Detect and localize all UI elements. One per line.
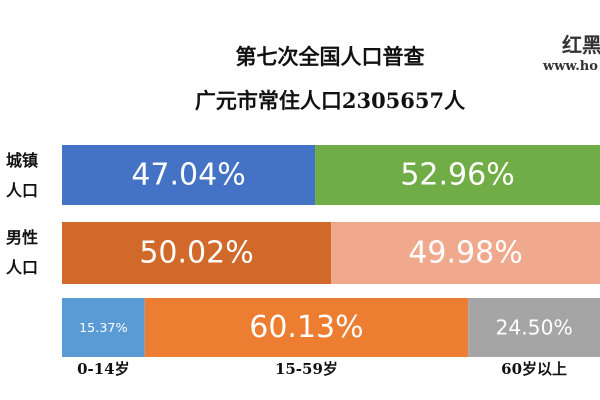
bar-segment <box>315 145 600 205</box>
segment-label: 60岁以上 <box>501 360 567 378</box>
row-label: 城镇人口 <box>6 151 39 200</box>
segment-label: 0-14岁 <box>77 360 130 378</box>
watermark: 红黑 <box>562 33 600 57</box>
row-label: 男性人口 <box>6 228 39 277</box>
value-label: 60.13% <box>249 310 363 345</box>
bar-segment <box>62 145 316 205</box>
value-label: 15.37% <box>79 320 128 335</box>
value-label: 47.04% <box>131 158 245 193</box>
bar-segment <box>468 298 600 357</box>
value-label: 52.96% <box>400 158 514 193</box>
bar-segment <box>62 298 145 357</box>
bar-segment <box>331 222 600 284</box>
value-label: 49.98% <box>408 236 522 271</box>
bar-segment <box>62 222 332 284</box>
segment-label: 15-59岁 <box>275 360 338 378</box>
chart-title: 第七次全国人口普查 <box>236 44 425 69</box>
bar-segment <box>144 298 469 357</box>
value-label: 50.02% <box>139 236 253 271</box>
watermark-url: www.ho <box>542 59 598 74</box>
value-label: 24.50% <box>495 316 572 340</box>
chart-subtitle: 广元市常住人口2305657人 <box>195 88 465 113</box>
